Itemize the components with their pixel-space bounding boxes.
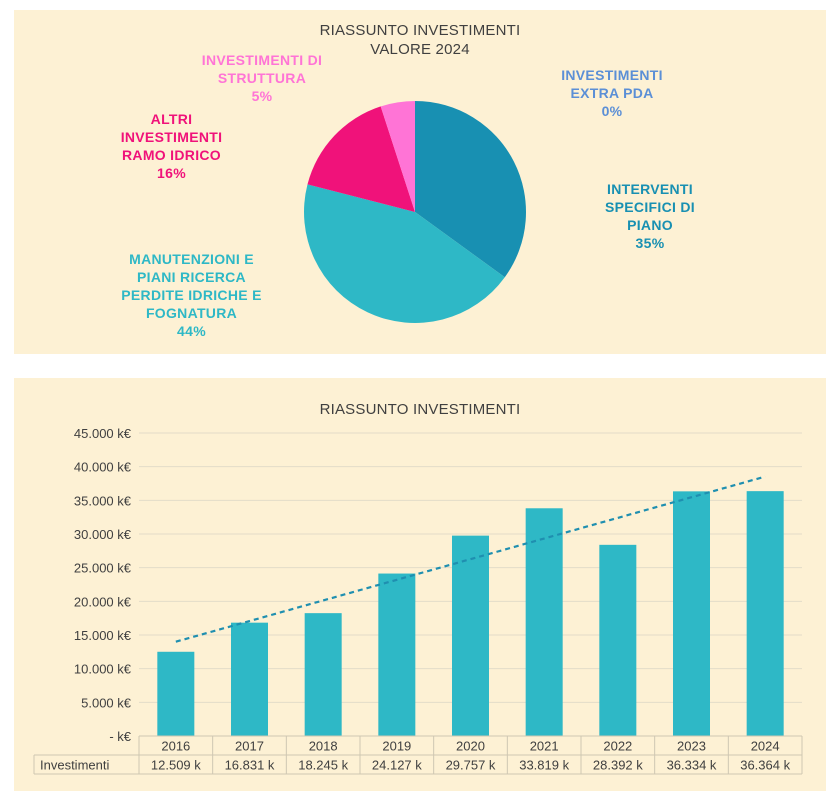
y-tick-label: 25.000 k€ <box>74 561 132 576</box>
pie-label-altri-line1: ALTRI <box>150 111 193 127</box>
pie-chart <box>304 101 526 323</box>
pie-label-extra-pct: 0% <box>601 103 623 119</box>
pie-label-manutenzioni: MANUTENZIONI E PIANI RICERCA PERDITE IDR… <box>109 250 274 340</box>
y-tick-label: 35.000 k€ <box>74 493 132 508</box>
x-category-label: 2021 <box>530 739 559 754</box>
table-value: 33.819 k <box>519 758 569 773</box>
table-value: 36.334 k <box>667 758 717 773</box>
table-value: 18.245 k <box>298 758 348 773</box>
table-value: 24.127 k <box>372 758 422 773</box>
table-value: 29.757 k <box>446 758 496 773</box>
pie-label-manutenzioni-line3: PERDITE IDRICHE E <box>121 287 262 303</box>
pie-slice-0 <box>415 101 526 278</box>
x-category-label: 2022 <box>603 739 632 754</box>
bar-chart-title: RIASSUNTO INVESTIMENTI <box>319 401 521 418</box>
bar-2018 <box>304 613 342 736</box>
x-category-label: 2016 <box>161 739 190 754</box>
x-category-label: 2019 <box>382 739 411 754</box>
pie-label-struttura-line2: STRUTTURA <box>217 70 307 86</box>
pie-label-interventi: INTERVENTI SPECIFICI DI PIANO 35% <box>570 180 730 252</box>
pie-label-altri-pct: 16% <box>157 165 186 181</box>
x-category-label: 2018 <box>309 739 338 754</box>
bar-2020 <box>452 535 489 736</box>
pie-label-interventi-line3: PIANO <box>627 217 673 233</box>
table-value: 28.392 k <box>593 758 643 773</box>
y-tick-label: 10.000 k€ <box>74 662 132 677</box>
bar-2024 <box>746 491 784 736</box>
bar-chart-panel: RIASSUNTO INVESTIMENTI - k€ 5.000 k€ 10.00… <box>14 378 826 791</box>
pie-label-interventi-pct: 35% <box>635 235 665 251</box>
y-tick-label: 15.000 k€ <box>74 628 132 643</box>
y-tick-label: 45.000 k€ <box>74 426 132 441</box>
pie-label-altri: ALTRI INVESTIMENTI RAMO IDRICO 16% <box>109 110 234 182</box>
y-tick-label: 30.000 k€ <box>74 527 132 542</box>
pie-label-altri-line3: RAMO IDRICO <box>122 147 221 163</box>
pie-chart-panel: RIASSUNTO INVESTIMENTI VALORE 2024 INTER… <box>14 10 826 354</box>
pie-slice-2 <box>307 106 415 212</box>
x-category-label: 2020 <box>456 739 485 754</box>
pie-chart-title-line2: VALORE 2024 <box>370 41 470 58</box>
bar-2021 <box>525 508 563 736</box>
x-category-label: 2017 <box>235 739 264 754</box>
pie-slice-3 <box>380 101 415 212</box>
bar-2019 <box>378 573 416 736</box>
y-tick-label: 5.000 k€ <box>81 695 132 710</box>
y-tick-label: 40.000 k€ <box>74 460 132 475</box>
pie-label-extra-line2: EXTRA PDA <box>570 85 654 101</box>
pie-label-extra-line1: INVESTIMENTI <box>561 67 663 83</box>
bar-chart: - k€ 5.000 k€ 10.000 k€ 15.000 k€ 20.000 k€ 2… <box>33 426 803 775</box>
y-tick-label: - k€ <box>109 729 131 744</box>
y-tick-label: 20.000 k€ <box>74 594 132 609</box>
pie-label-manutenzioni-line1: MANUTENZIONI E <box>129 251 254 267</box>
trendline <box>175 475 766 643</box>
pie-chart-title-line1: RIASSUNTO INVESTIMENTI <box>319 22 521 39</box>
pie-label-extra: INVESTIMENTI EXTRA PDA 0% <box>542 66 682 120</box>
pie-slice-1 <box>304 184 505 323</box>
x-category-label: 2024 <box>751 739 780 754</box>
pie-label-altri-line2: INVESTIMENTI <box>120 129 223 145</box>
table-value: 12.509 k <box>151 758 201 773</box>
pie-label-struttura-pct: 5% <box>251 88 273 104</box>
bar-2016 <box>157 651 195 736</box>
bar-2017 <box>231 622 268 736</box>
bar-2023 <box>673 491 710 736</box>
pie-label-interventi-line1: INTERVENTI <box>607 181 693 197</box>
pie-label-struttura-line1: INVESTIMENTI DI <box>201 52 323 68</box>
table-value: 16.831 k <box>225 758 275 773</box>
x-category-label: 2023 <box>677 739 706 754</box>
pie-label-struttura: INVESTIMENTI DI STRUTTURA 5% <box>192 51 332 105</box>
bar-2022 <box>599 544 637 736</box>
pie-label-interventi-line2: SPECIFICI DI <box>605 199 695 215</box>
table-value: 36.364 k <box>740 758 790 773</box>
pie-label-manutenzioni-pct: 44% <box>177 323 206 339</box>
table-series-name: Investimenti <box>40 758 109 773</box>
pie-label-manutenzioni-line2: PIANI RICERCA <box>137 269 246 285</box>
pie-label-manutenzioni-line4: FOGNATURA <box>145 305 238 321</box>
